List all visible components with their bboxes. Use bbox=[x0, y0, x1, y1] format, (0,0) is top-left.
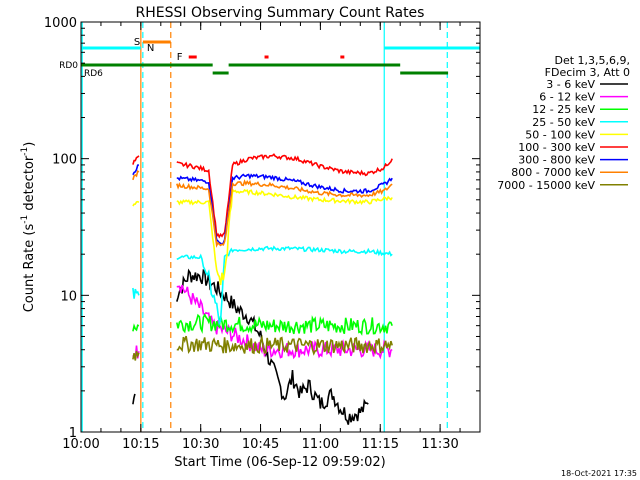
legend-label-5: 100 - 300 keV bbox=[518, 141, 595, 154]
series-5-trace-1 bbox=[176, 153, 393, 239]
legend: Det 1,3,5,6,9,FDecim 3, Att 03 - 6 keV6 … bbox=[497, 54, 630, 192]
series-7-trace-0 bbox=[132, 169, 140, 181]
y-axis-label-part-2: detector bbox=[22, 155, 37, 215]
y-axis-label: Count Rate (s-1 detector-1) bbox=[20, 142, 37, 313]
legend-label-7: 800 - 7000 keV bbox=[511, 166, 595, 179]
y-tick-label-0: 1 bbox=[69, 426, 77, 441]
x-tick-label-2: 10:30 bbox=[182, 437, 219, 452]
legend-label-8: 7000 - 15000 keV bbox=[497, 179, 595, 192]
series-4 bbox=[132, 187, 393, 286]
flare-flag-label: F bbox=[177, 52, 183, 63]
legend-label-1: 6 - 12 keV bbox=[539, 91, 595, 104]
legend-header-0: Det 1,3,5,6,9, bbox=[554, 54, 630, 67]
series-5-trace-0 bbox=[132, 155, 140, 165]
rd6-flag-label: RD6 bbox=[84, 69, 103, 79]
legend-label-6: 300 - 800 keV bbox=[518, 154, 595, 167]
series-5 bbox=[132, 153, 393, 239]
series-3 bbox=[132, 245, 393, 327]
series-0-trace-0 bbox=[132, 393, 136, 405]
series-6 bbox=[132, 164, 393, 246]
night-flag-label: N bbox=[147, 43, 154, 54]
legend-label-3: 25 - 50 keV bbox=[532, 116, 595, 129]
chart-title: RHESSI Observing Summary Count Rates bbox=[136, 5, 425, 21]
legend-label-0: 3 - 6 keV bbox=[546, 78, 595, 91]
y-axis-label-part-3: -1 bbox=[20, 147, 30, 156]
x-tick-label-4: 11:00 bbox=[302, 437, 339, 452]
axes: RD0 10:00 10:15 10:30 10:45 11:00 11:15 11:30 1 1… bbox=[20, 16, 481, 452]
y-axis-label-part-1: -1 bbox=[20, 215, 30, 224]
x-tick-label-6: 11:30 bbox=[421, 437, 458, 452]
plot-area: SN F RD6 bbox=[81, 22, 480, 432]
series-3-trace-1 bbox=[176, 245, 393, 327]
series-8-trace-1 bbox=[176, 334, 393, 356]
decim-flag-label: RD0 bbox=[59, 61, 78, 71]
legend-label-2: 12 - 25 keV bbox=[532, 103, 595, 116]
y-axis-label-part-4: ) bbox=[22, 142, 37, 147]
series-2-trace-1 bbox=[176, 313, 393, 336]
x-tick-label-1: 10:15 bbox=[122, 437, 159, 452]
saa-flag-label: S bbox=[134, 37, 140, 48]
series-2 bbox=[132, 313, 393, 336]
footer-date: 18-Oct-2021 17:35 bbox=[561, 469, 637, 478]
series-4-trace-1 bbox=[176, 187, 393, 286]
legend-label-4: 50 - 100 keV bbox=[525, 128, 595, 141]
y-tick-label-2: 100 bbox=[52, 153, 77, 168]
y-axis-label-part-0: Count Rate (s bbox=[22, 224, 37, 313]
x-tick-label-5: 11:15 bbox=[362, 437, 399, 452]
series-3-trace-0 bbox=[132, 287, 140, 299]
legend-header-1: FDecim 3, Att 0 bbox=[545, 66, 630, 79]
series-7 bbox=[132, 169, 393, 248]
x-tick-label-0: 10:00 bbox=[62, 437, 99, 452]
series-6-trace-0 bbox=[132, 164, 140, 176]
x-tick-label-3: 10:45 bbox=[242, 437, 279, 452]
x-axis-label: Start Time (06-Sep-12 09:59:02) bbox=[174, 455, 385, 470]
series-8 bbox=[132, 334, 393, 361]
y-tick-label-1: 10 bbox=[60, 289, 77, 304]
series-8-trace-0 bbox=[132, 350, 140, 361]
series-4-trace-0 bbox=[132, 200, 140, 207]
series-7-trace-1 bbox=[176, 179, 393, 248]
series-2-trace-0 bbox=[132, 323, 140, 332]
y-tick-label-3: 1000 bbox=[44, 16, 77, 31]
